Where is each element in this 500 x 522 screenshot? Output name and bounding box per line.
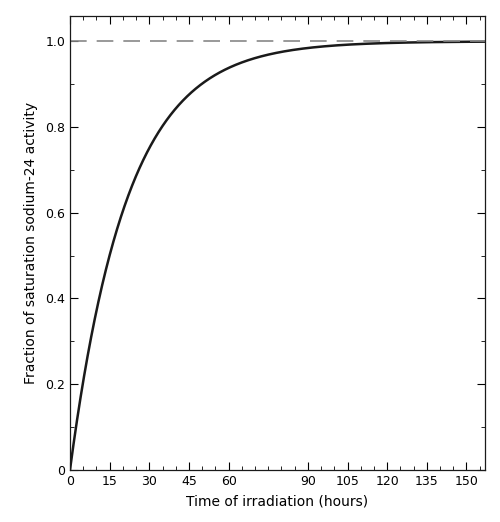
X-axis label: Time of irradiation (hours): Time of irradiation (hours): [186, 495, 368, 508]
Y-axis label: Fraction of saturation sodium-24 activity: Fraction of saturation sodium-24 activit…: [24, 102, 38, 384]
